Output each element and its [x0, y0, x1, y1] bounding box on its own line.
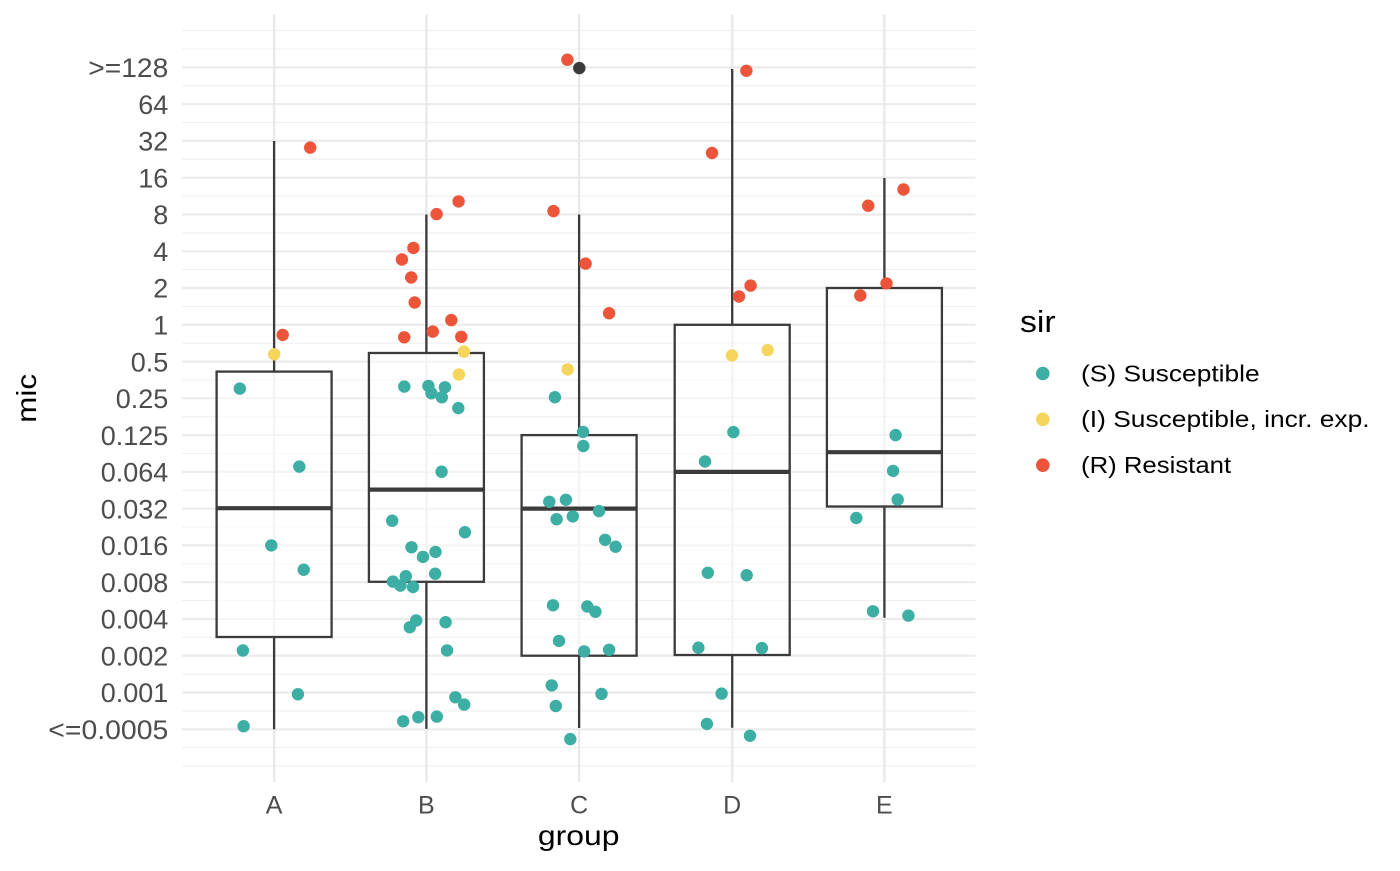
svg-text:D: D: [723, 791, 741, 819]
svg-text:4: 4: [153, 237, 168, 267]
svg-text:0.064: 0.064: [101, 458, 169, 488]
svg-text:(R) Resistant: (R) Resistant: [1081, 452, 1232, 478]
svg-text:E: E: [876, 791, 893, 819]
svg-text:64: 64: [138, 90, 168, 120]
svg-text:0.001: 0.001: [101, 678, 169, 708]
svg-text:A: A: [266, 791, 283, 819]
svg-text:0.25: 0.25: [116, 384, 169, 414]
svg-text:<=0.0005: <=0.0005: [48, 715, 168, 745]
svg-text:8: 8: [153, 200, 168, 230]
svg-text:sir: sir: [1020, 304, 1056, 339]
svg-text:0.5: 0.5: [131, 347, 169, 377]
svg-text:32: 32: [138, 127, 168, 157]
svg-text:16: 16: [138, 163, 168, 193]
svg-text:(I) Susceptible, incr. exp.: (I) Susceptible, incr. exp.: [1081, 406, 1370, 432]
svg-text:0.016: 0.016: [101, 531, 169, 561]
svg-text:0.125: 0.125: [101, 421, 169, 451]
svg-text:mic: mic: [11, 374, 42, 423]
svg-text:group: group: [538, 820, 620, 851]
svg-text:(S) Susceptible: (S) Susceptible: [1081, 360, 1260, 386]
svg-text:0.008: 0.008: [101, 568, 169, 598]
svg-text:C: C: [570, 791, 588, 819]
svg-text:B: B: [418, 791, 435, 819]
svg-text:>=128: >=128: [88, 53, 168, 83]
svg-text:2: 2: [153, 274, 168, 304]
svg-text:0.004: 0.004: [101, 605, 169, 635]
svg-text:1: 1: [153, 311, 168, 341]
svg-text:0.002: 0.002: [101, 641, 169, 671]
svg-text:0.032: 0.032: [101, 494, 169, 524]
